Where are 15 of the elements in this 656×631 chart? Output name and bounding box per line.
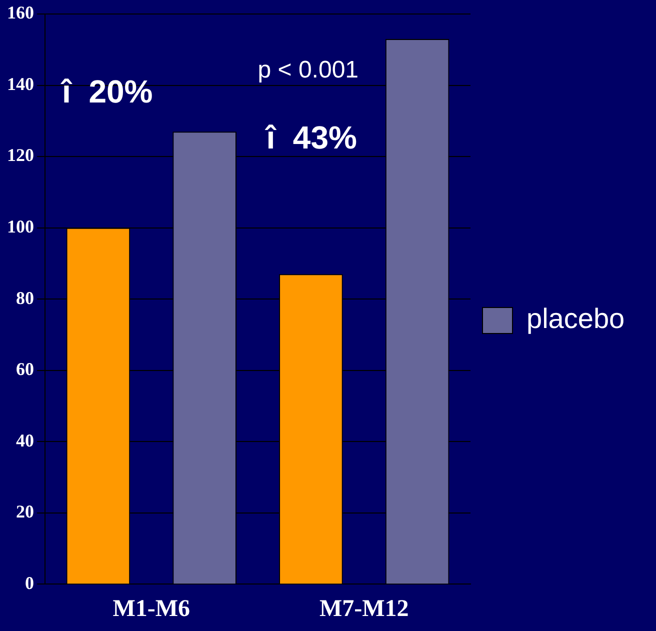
y-tick-label: 160 [7,2,34,23]
annotation: p < 0.001 [258,56,359,84]
y-tick-label: 120 [7,145,34,166]
y-tick-label: 20 [16,502,34,522]
y-tick-label: 140 [7,74,34,94]
y-tick-label: 60 [16,359,34,380]
x-tick-label: M7-M12 [319,596,409,622]
annotation: î 43% [264,119,357,156]
x-tick-label: M1-M6 [112,596,190,622]
legend-label: placebo [526,303,625,334]
y-tick-label: 80 [16,288,34,308]
y-tick-label: 100 [7,216,34,236]
y-tick-label: 0 [25,572,34,593]
y-tick-label: 40 [16,430,34,450]
annotation: î 20% [60,74,153,110]
